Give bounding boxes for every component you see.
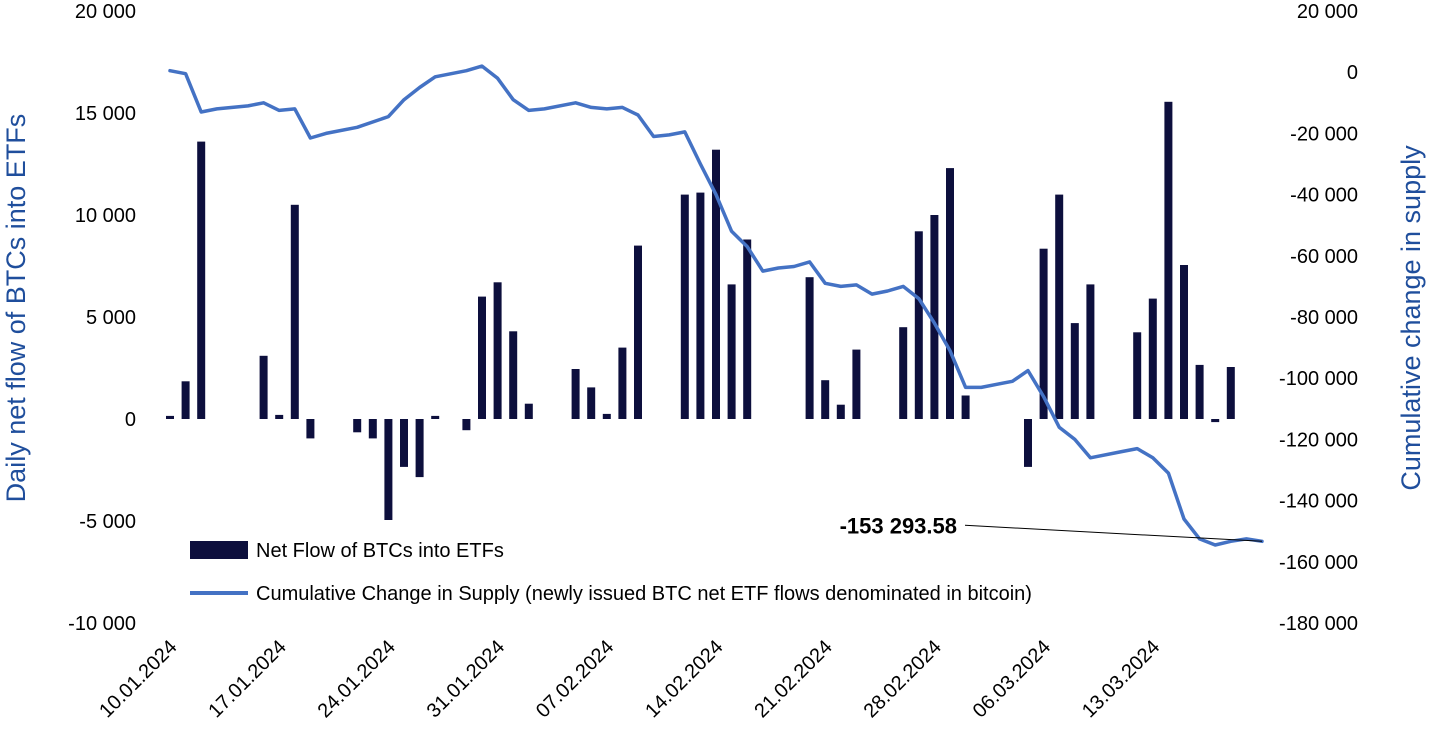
bar: [836, 404, 845, 419]
left-tick-label: 0: [125, 409, 136, 431]
bar: [1024, 419, 1032, 467]
left-tick-label: -10 000: [68, 613, 136, 635]
bar: [602, 413, 611, 419]
bar: [899, 327, 908, 419]
bar: [181, 381, 190, 419]
x-tick-label: 21.02.2024: [750, 636, 836, 722]
bar: [618, 347, 627, 419]
bar: [1226, 367, 1235, 419]
right-tick-label: 0: [1347, 62, 1358, 84]
bar: [946, 168, 954, 419]
bar: [197, 141, 206, 419]
bar: [509, 331, 518, 419]
x-tick-label: 24.01.2024: [314, 636, 400, 722]
bar: [571, 369, 580, 419]
bar: [400, 419, 408, 467]
x-tick-label: 10.01.2024: [95, 636, 181, 722]
bar: [353, 419, 362, 433]
bar: [462, 419, 471, 431]
right-axis-ticks: 20 000 0 -20 000 -40 000 -60 000 -80 000 -100 …: [1279, 1, 1358, 635]
bar: [680, 194, 689, 419]
legend-bar-label: Net Flow of BTCs into ETFs: [256, 540, 504, 562]
right-tick-label: -120 000: [1279, 429, 1358, 451]
right-tick-label: -180 000: [1279, 613, 1358, 635]
bar: [275, 414, 284, 419]
left-tick-label: 5 000: [86, 307, 136, 329]
bar: [634, 245, 642, 419]
cumulative-line: [168, 64, 1264, 547]
right-tick-label: -80 000: [1290, 307, 1358, 329]
right-tick-label: 20 000: [1297, 1, 1358, 23]
bar-series: [166, 101, 1235, 520]
bar: [587, 387, 596, 419]
bar: [493, 282, 502, 419]
x-axis-ticks: 10.01.2024 17.01.2024 24.01.2024 31.01.2024…: [95, 636, 1164, 722]
left-axis-ticks: 20 000 15 000 10 000 5 000 0 -5 000 -10 000: [68, 1, 136, 635]
right-tick-label: -40 000: [1290, 185, 1358, 207]
legend-line-label: Cumulative Change in Supply (newly issue…: [256, 583, 1032, 605]
annotation-label: -153 293.58: [840, 513, 957, 538]
right-tick-label: -100 000: [1279, 368, 1358, 390]
bar: [368, 419, 377, 439]
legend-bar-swatch: [190, 541, 248, 559]
bar: [805, 277, 814, 419]
bar: [914, 231, 923, 419]
bar: [743, 239, 752, 419]
x-tick-label: 14.02.2024: [641, 636, 727, 722]
bar: [166, 415, 174, 419]
bar: [852, 349, 861, 419]
right-tick-label: -160 000: [1279, 552, 1358, 574]
left-tick-label: 15 000: [75, 103, 136, 125]
x-tick-label: 13.03.2024: [1078, 636, 1164, 722]
bar: [1133, 332, 1142, 419]
bar: [431, 415, 440, 419]
bar: [1039, 248, 1048, 419]
bar: [384, 419, 393, 520]
x-tick-label: 17.01.2024: [204, 636, 290, 722]
annotation-leader-line: [964, 524, 1263, 542]
bar: [1070, 323, 1079, 419]
left-tick-label: 20 000: [75, 1, 136, 23]
x-tick-label: 07.02.2024: [532, 636, 618, 722]
bar: [259, 355, 268, 419]
bar: [1164, 101, 1173, 420]
bar: [478, 296, 486, 419]
bar: [1086, 284, 1095, 419]
bar: [1148, 298, 1157, 419]
x-tick-label: 28.02.2024: [860, 636, 946, 722]
right-tick-label: -20 000: [1290, 123, 1358, 145]
right-tick-label: -60 000: [1290, 246, 1358, 268]
right-axis-title: Cumulative change in supply: [1396, 145, 1426, 491]
bar: [1180, 265, 1188, 419]
bar: [524, 403, 533, 419]
left-tick-label: -5 000: [79, 511, 136, 533]
bar: [727, 284, 736, 419]
x-tick-label: 06.03.2024: [969, 636, 1055, 722]
bar: [712, 149, 720, 419]
bar: [1211, 419, 1220, 423]
left-tick-label: 10 000: [75, 205, 136, 227]
bar: [1195, 364, 1204, 419]
legend: Net Flow of BTCs into ETFs Cumulative Ch…: [190, 540, 1032, 605]
bar: [930, 215, 939, 419]
bar: [961, 395, 970, 419]
annotation: -153 293.58: [840, 513, 1263, 542]
bar: [306, 419, 315, 439]
bar: [1055, 194, 1064, 419]
left-axis-title: Daily net flow of BTCs into ETFs: [1, 114, 31, 503]
bar: [290, 204, 299, 419]
bar: [415, 419, 424, 478]
x-tick-label: 31.01.2024: [423, 636, 509, 722]
bar: [821, 380, 830, 419]
bar: [696, 192, 705, 419]
line-series: [168, 64, 1264, 547]
right-tick-label: -140 000: [1279, 491, 1358, 513]
